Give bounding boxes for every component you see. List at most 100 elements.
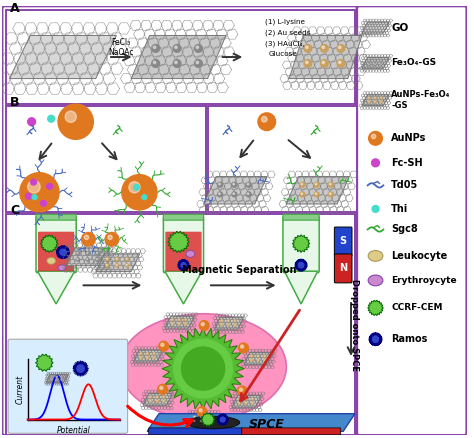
Circle shape xyxy=(61,379,63,380)
Polygon shape xyxy=(204,177,267,204)
Circle shape xyxy=(207,420,209,422)
FancyBboxPatch shape xyxy=(2,6,359,435)
FancyBboxPatch shape xyxy=(8,339,128,433)
Circle shape xyxy=(314,182,319,187)
Circle shape xyxy=(126,258,127,259)
Circle shape xyxy=(200,420,202,422)
Text: Sgc8: Sgc8 xyxy=(391,224,418,234)
Circle shape xyxy=(134,184,139,190)
Text: GO: GO xyxy=(391,23,409,32)
Circle shape xyxy=(142,194,147,200)
FancyBboxPatch shape xyxy=(6,214,355,435)
Circle shape xyxy=(173,339,232,398)
Circle shape xyxy=(106,264,109,267)
Circle shape xyxy=(87,258,88,260)
Circle shape xyxy=(46,184,53,189)
Circle shape xyxy=(369,131,383,145)
Circle shape xyxy=(77,258,78,260)
Circle shape xyxy=(207,416,209,418)
Circle shape xyxy=(153,357,155,359)
Circle shape xyxy=(374,97,375,98)
Circle shape xyxy=(238,343,248,353)
Text: Fc-SH: Fc-SH xyxy=(391,158,423,168)
Circle shape xyxy=(380,97,382,99)
Polygon shape xyxy=(284,271,318,304)
Polygon shape xyxy=(143,393,173,405)
Circle shape xyxy=(262,117,267,122)
Circle shape xyxy=(374,101,375,102)
Circle shape xyxy=(152,60,160,67)
Circle shape xyxy=(27,180,40,193)
Ellipse shape xyxy=(186,416,240,429)
Circle shape xyxy=(56,376,57,378)
Circle shape xyxy=(163,400,165,402)
Circle shape xyxy=(87,252,88,254)
Circle shape xyxy=(246,182,251,187)
Polygon shape xyxy=(295,259,308,272)
Circle shape xyxy=(338,46,341,49)
Circle shape xyxy=(304,60,312,67)
FancyBboxPatch shape xyxy=(149,428,243,435)
FancyBboxPatch shape xyxy=(164,214,203,220)
Circle shape xyxy=(76,252,80,255)
Circle shape xyxy=(200,416,202,418)
Circle shape xyxy=(306,61,308,64)
Ellipse shape xyxy=(58,265,66,271)
Circle shape xyxy=(152,45,160,52)
Circle shape xyxy=(372,205,379,212)
Circle shape xyxy=(232,192,237,197)
Circle shape xyxy=(251,355,253,357)
Circle shape xyxy=(338,61,341,64)
Circle shape xyxy=(185,319,187,321)
Circle shape xyxy=(328,182,333,187)
Text: Td05: Td05 xyxy=(391,180,419,191)
Circle shape xyxy=(304,45,312,52)
Circle shape xyxy=(140,357,142,359)
Circle shape xyxy=(172,323,173,325)
Circle shape xyxy=(163,396,164,397)
Circle shape xyxy=(173,45,181,52)
Circle shape xyxy=(247,193,249,194)
Polygon shape xyxy=(232,396,261,407)
Circle shape xyxy=(105,233,119,246)
Circle shape xyxy=(221,320,223,322)
FancyBboxPatch shape xyxy=(283,216,319,272)
Text: C: C xyxy=(10,204,19,217)
Circle shape xyxy=(368,101,369,102)
Circle shape xyxy=(301,193,302,194)
FancyBboxPatch shape xyxy=(36,214,76,220)
Text: (3) HAuCl₄,: (3) HAuCl₄, xyxy=(265,40,305,47)
Polygon shape xyxy=(201,413,215,426)
Text: Potential: Potential xyxy=(57,427,91,435)
Circle shape xyxy=(153,46,156,49)
Circle shape xyxy=(328,192,333,197)
Circle shape xyxy=(247,184,249,185)
Circle shape xyxy=(161,343,164,346)
Circle shape xyxy=(374,64,376,66)
Circle shape xyxy=(96,258,99,261)
Circle shape xyxy=(193,416,196,418)
Circle shape xyxy=(173,60,181,67)
Circle shape xyxy=(150,400,151,401)
Circle shape xyxy=(240,345,244,348)
Text: SPCE: SPCE xyxy=(249,418,284,431)
Circle shape xyxy=(172,319,173,320)
Circle shape xyxy=(368,101,370,103)
Circle shape xyxy=(239,388,243,391)
Circle shape xyxy=(252,402,254,404)
Circle shape xyxy=(219,184,220,185)
Text: Fe₃O₄-GS: Fe₃O₄-GS xyxy=(391,58,437,67)
Ellipse shape xyxy=(368,251,383,261)
Circle shape xyxy=(196,61,199,64)
Circle shape xyxy=(32,194,37,200)
Circle shape xyxy=(84,235,89,240)
Text: (1) L-lysine: (1) L-lysine xyxy=(265,19,305,25)
Polygon shape xyxy=(165,316,194,328)
Polygon shape xyxy=(131,35,226,78)
Circle shape xyxy=(221,324,223,326)
Circle shape xyxy=(116,258,118,261)
Circle shape xyxy=(150,396,152,398)
Polygon shape xyxy=(286,177,349,204)
Circle shape xyxy=(380,101,382,103)
Circle shape xyxy=(239,398,240,399)
